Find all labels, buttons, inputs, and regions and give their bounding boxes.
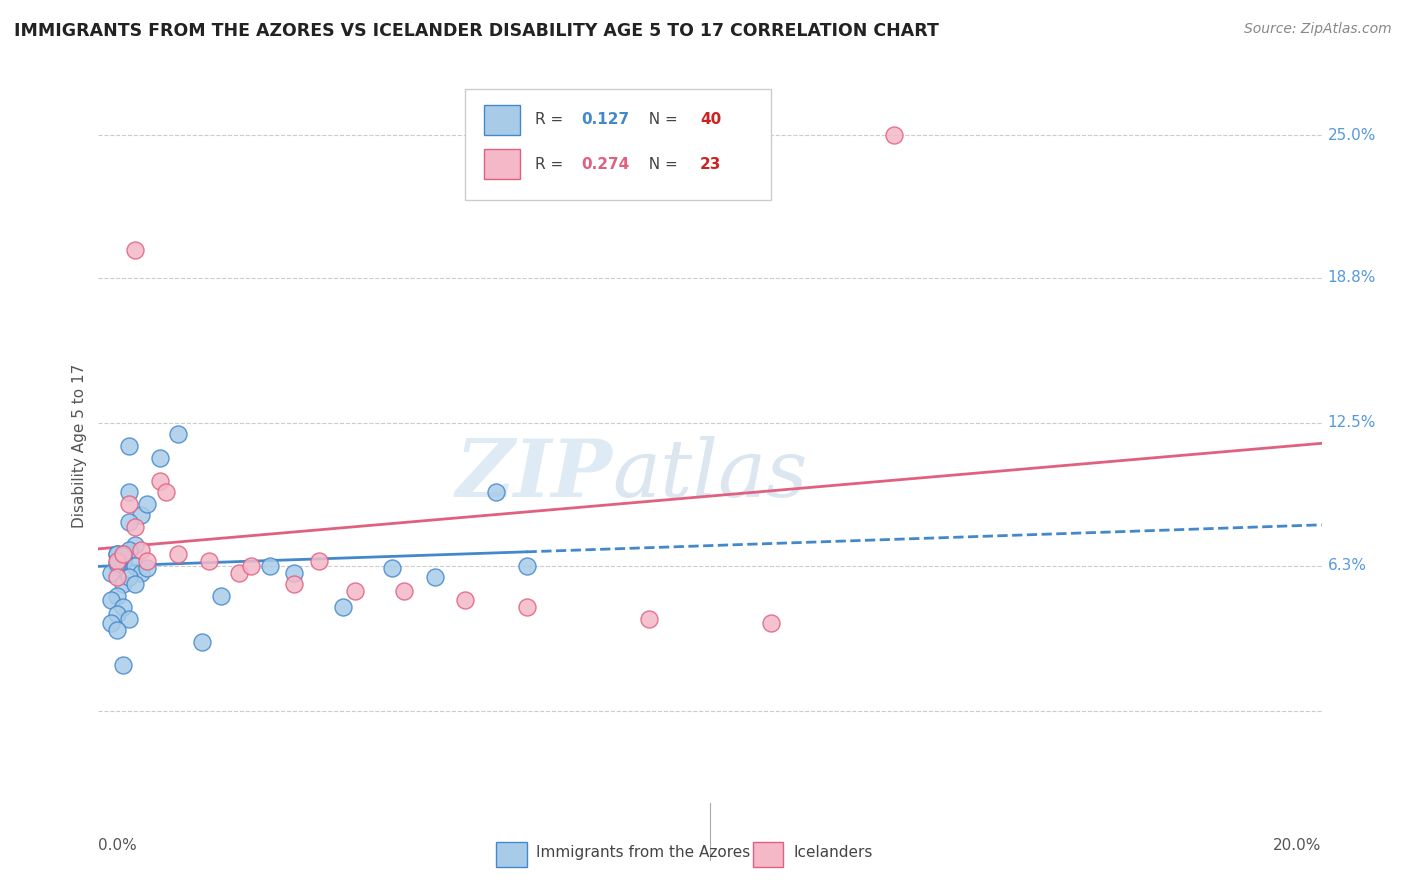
Point <box>516 600 538 615</box>
Bar <box>496 842 526 867</box>
Text: Source: ZipAtlas.com: Source: ZipAtlas.com <box>1244 22 1392 37</box>
Point <box>423 570 446 584</box>
Point <box>100 566 122 580</box>
Point <box>111 577 134 591</box>
Text: 6.3%: 6.3% <box>1327 558 1367 574</box>
Text: N =: N = <box>640 112 683 128</box>
Point <box>111 549 134 564</box>
Bar <box>484 105 520 135</box>
Point <box>209 589 232 603</box>
Point <box>124 577 146 591</box>
Point <box>100 593 122 607</box>
Text: 20.0%: 20.0% <box>1274 838 1322 854</box>
Point <box>124 244 146 258</box>
Text: 0.274: 0.274 <box>582 157 630 171</box>
Point <box>637 612 661 626</box>
Point <box>167 547 190 561</box>
Text: R =: R = <box>536 112 568 128</box>
Point <box>105 623 128 637</box>
Point <box>105 557 128 571</box>
Point <box>124 538 146 552</box>
Text: N =: N = <box>640 157 683 171</box>
Point <box>100 616 122 631</box>
Point <box>105 607 128 621</box>
Point <box>155 485 177 500</box>
Point <box>149 450 172 465</box>
Point <box>485 485 508 500</box>
Point <box>118 515 141 529</box>
Point <box>344 584 367 599</box>
Text: R =: R = <box>536 157 568 171</box>
Text: Immigrants from the Azores: Immigrants from the Azores <box>536 846 751 860</box>
Point <box>129 566 152 580</box>
Point <box>259 558 281 573</box>
Point <box>136 554 159 568</box>
FancyBboxPatch shape <box>465 89 772 200</box>
Text: ZIP: ZIP <box>456 436 612 513</box>
Point <box>105 570 128 584</box>
Point <box>149 474 172 488</box>
Point <box>332 600 354 615</box>
Point <box>283 566 305 580</box>
Point <box>129 542 152 557</box>
Point <box>124 558 146 573</box>
Point <box>129 508 152 522</box>
Point <box>392 584 416 599</box>
Point <box>454 593 477 607</box>
Point <box>111 600 134 615</box>
Text: Icelanders: Icelanders <box>793 846 873 860</box>
Point <box>118 612 141 626</box>
Bar <box>484 149 520 179</box>
Text: 0.127: 0.127 <box>582 112 630 128</box>
Point <box>118 497 141 511</box>
Y-axis label: Disability Age 5 to 17: Disability Age 5 to 17 <box>72 364 87 528</box>
Point <box>283 577 305 591</box>
Point <box>167 427 190 442</box>
Bar <box>752 842 783 867</box>
Point <box>105 558 128 573</box>
Text: 18.8%: 18.8% <box>1327 270 1376 285</box>
Point <box>118 570 141 584</box>
Point <box>197 554 219 568</box>
Point <box>105 547 128 561</box>
Point <box>136 561 159 575</box>
Point <box>228 566 250 580</box>
Point <box>191 634 214 648</box>
Point <box>111 657 134 672</box>
Point <box>118 439 141 453</box>
Point <box>240 558 263 573</box>
Point <box>118 485 141 500</box>
Point <box>308 554 330 568</box>
Point <box>136 497 159 511</box>
Point <box>111 554 134 568</box>
Point <box>516 558 538 573</box>
Point <box>105 547 128 561</box>
Point <box>111 547 134 561</box>
Text: 12.5%: 12.5% <box>1327 416 1376 431</box>
Text: 25.0%: 25.0% <box>1327 128 1376 143</box>
Point <box>381 561 404 575</box>
Point <box>111 554 134 568</box>
Text: 40: 40 <box>700 112 721 128</box>
Text: IMMIGRANTS FROM THE AZORES VS ICELANDER DISABILITY AGE 5 TO 17 CORRELATION CHART: IMMIGRANTS FROM THE AZORES VS ICELANDER … <box>14 22 939 40</box>
Point <box>759 616 782 631</box>
Text: 23: 23 <box>700 157 721 171</box>
Point <box>105 589 128 603</box>
Point <box>124 519 146 533</box>
Text: 0.0%: 0.0% <box>98 838 138 854</box>
Point <box>118 542 141 557</box>
Text: atlas: atlas <box>612 436 807 513</box>
Point <box>105 554 128 568</box>
Point <box>883 128 905 143</box>
